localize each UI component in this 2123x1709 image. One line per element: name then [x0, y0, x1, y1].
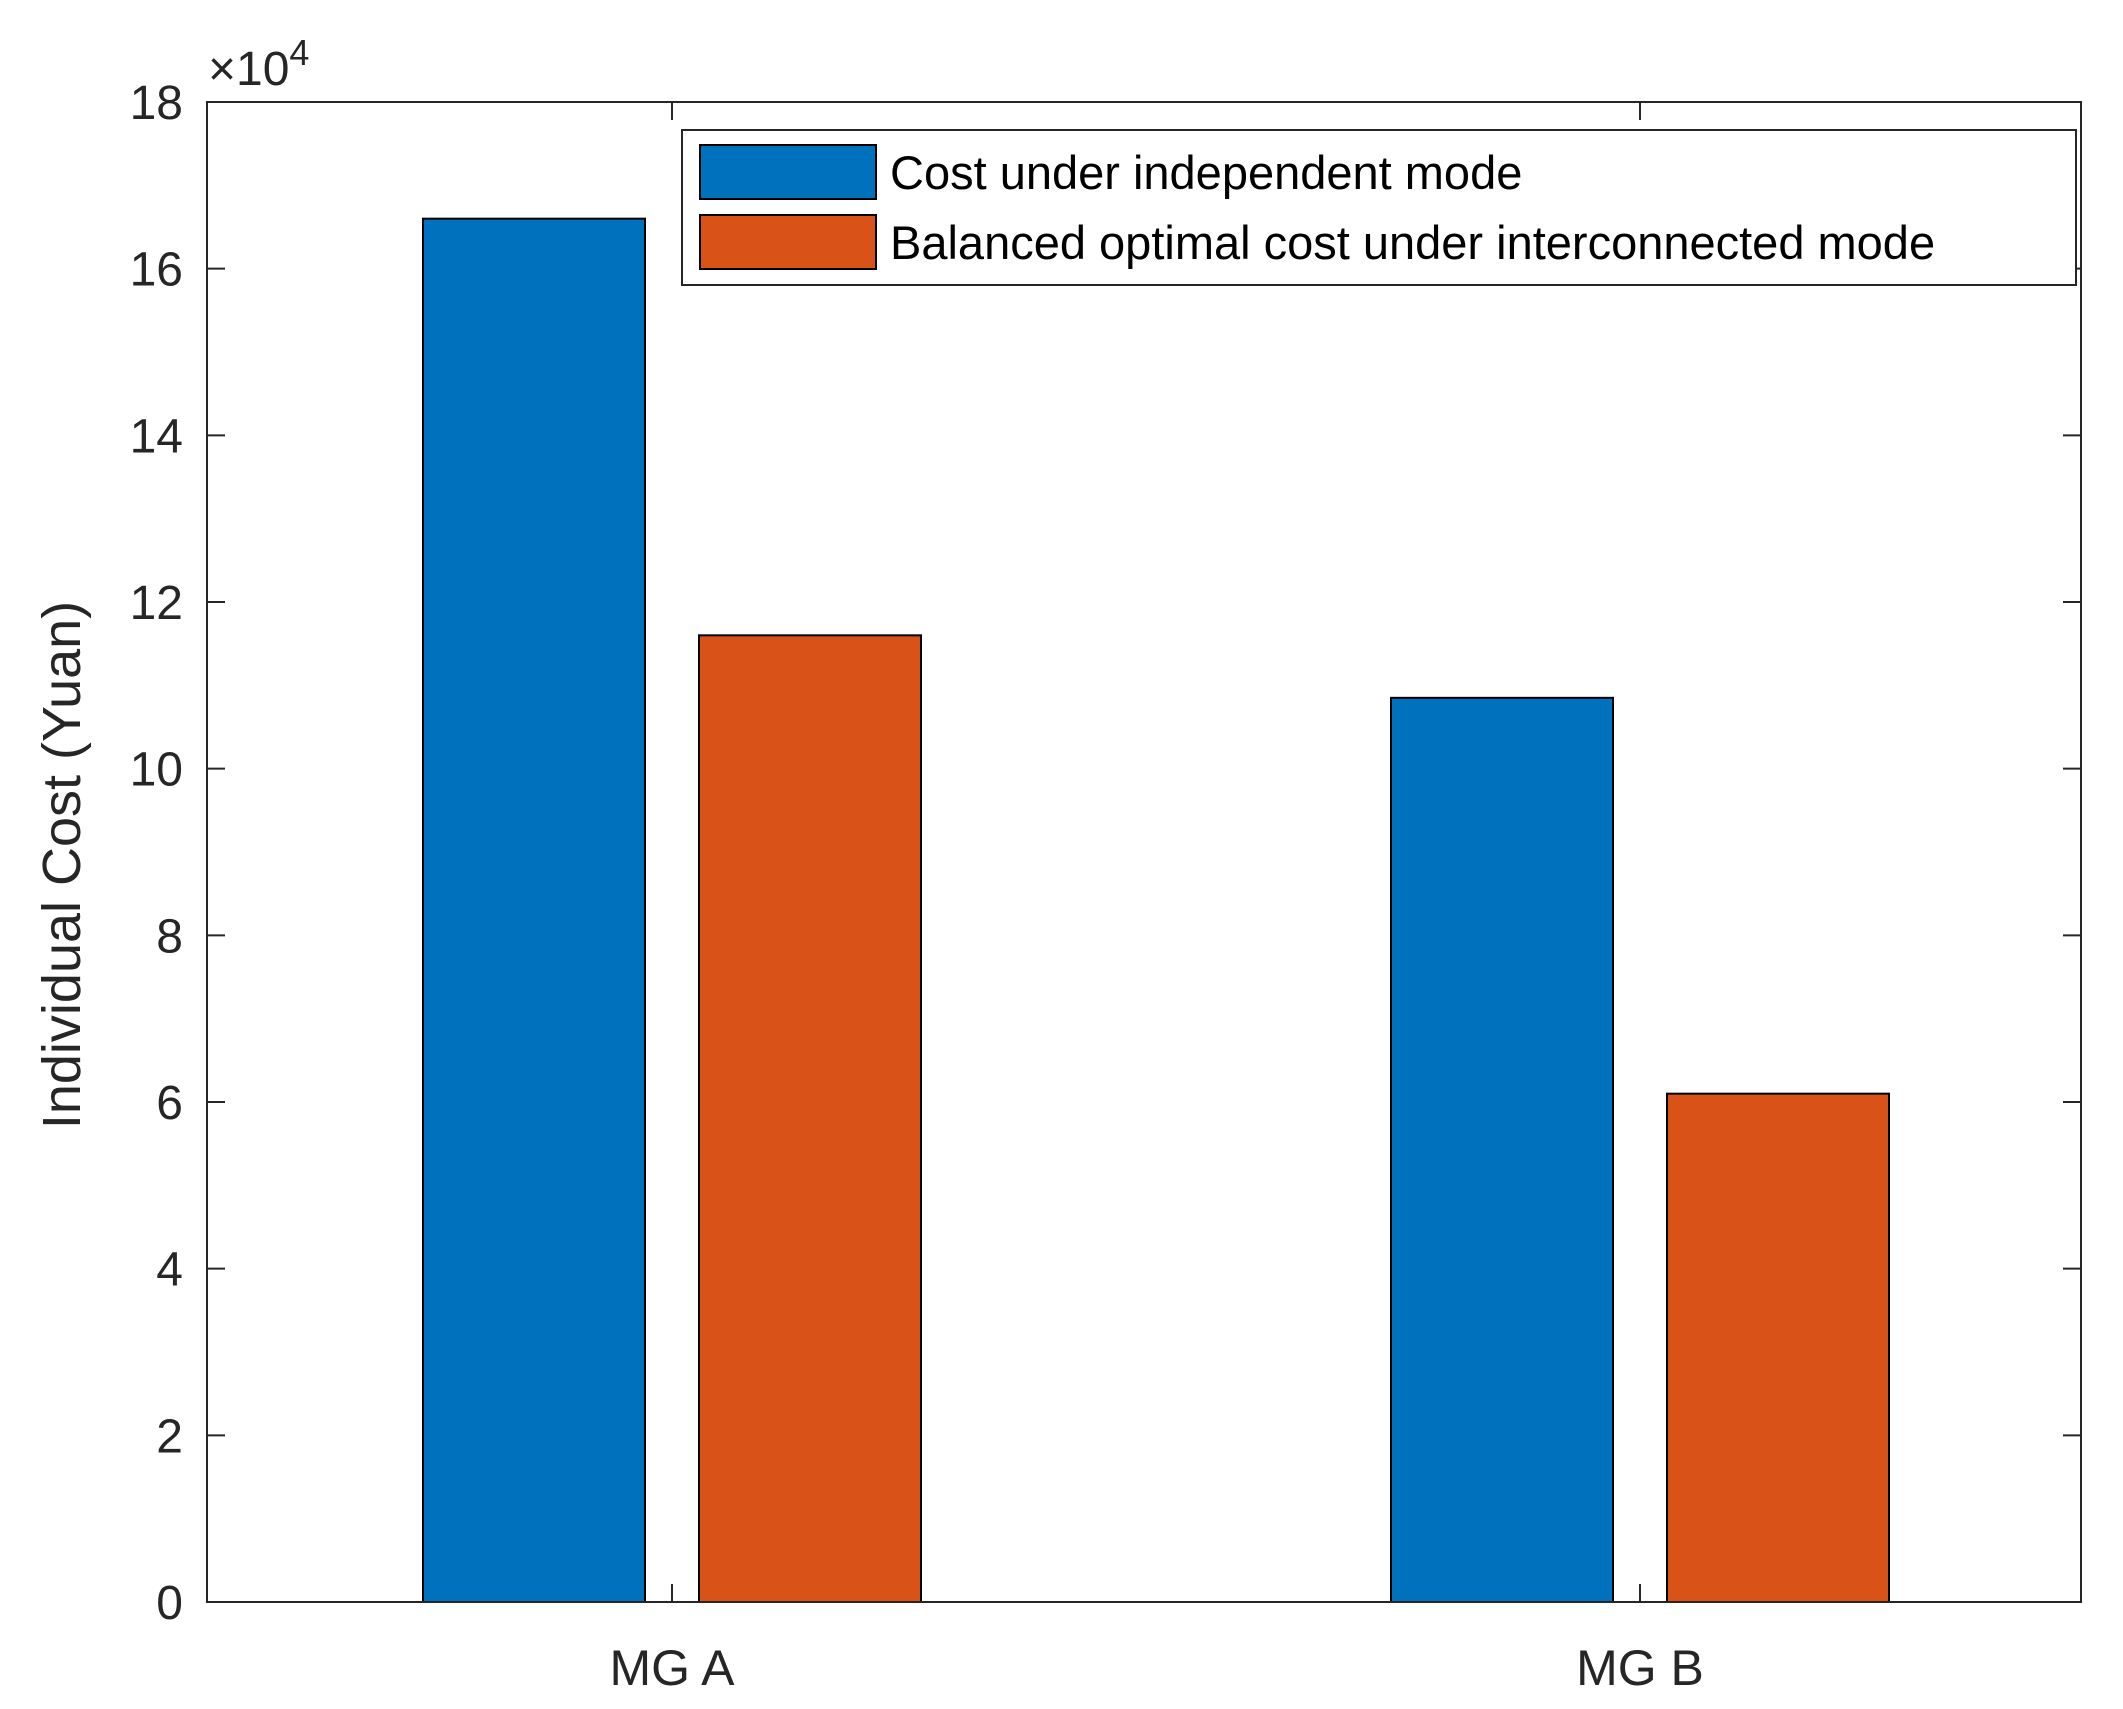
y-tick-label: 4 [156, 1244, 183, 1297]
bars-layer [422, 217, 1890, 1604]
legend-label-series-2: Balanced optimal cost under interconnect… [890, 216, 1935, 269]
x-tick-label: MG B [1576, 1640, 1704, 1696]
legend-label-series-1: Cost under independent mode [890, 146, 1522, 199]
bar-mg-a-series-1 [422, 217, 646, 1604]
plot-area-frame [206, 101, 2082, 1603]
y-tick-label: 0 [156, 1577, 183, 1630]
y-tick-label: 12 [130, 577, 183, 630]
y-tick-label: 10 [130, 744, 183, 797]
legend-box [681, 129, 2077, 286]
labels-layer: ×104 Individual Cost (Yuan) 0 2 4 6 8 10 12 14 1… [32, 32, 1704, 1696]
y-tick-label: 6 [156, 1077, 183, 1130]
y-axis-exponent: ×104 [208, 32, 309, 96]
legend-swatch-series-1 [699, 144, 877, 200]
y-tick-label: 2 [156, 1410, 183, 1463]
axes-layer [206, 101, 2082, 1603]
y-tick-label: 14 [130, 410, 183, 463]
legend-swatch-series-2 [699, 214, 877, 270]
y-tick-label: 8 [156, 910, 183, 963]
bar-mg-b-series-2 [1666, 1092, 1890, 1603]
bar-mg-a-series-2 [698, 634, 922, 1603]
legend: Cost under independent mode Balanced opti… [681, 129, 2077, 286]
x-tick-label: MG A [609, 1640, 735, 1696]
y-axis-label: Individual Cost (Yuan) [32, 601, 92, 1129]
bar-mg-b-series-1 [1390, 696, 1614, 1603]
y-tick-label: 18 [130, 77, 183, 130]
y-tick-label: 16 [130, 244, 183, 297]
